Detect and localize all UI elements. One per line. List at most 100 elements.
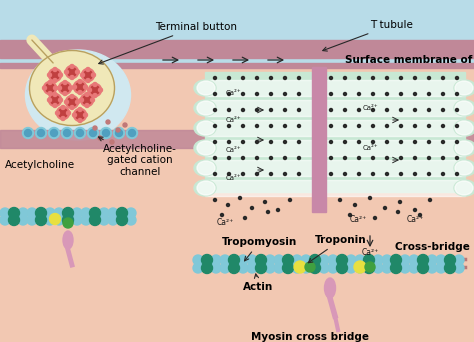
Ellipse shape [455, 81, 473, 95]
Ellipse shape [93, 82, 97, 87]
Ellipse shape [90, 215, 100, 225]
Ellipse shape [51, 130, 57, 136]
Ellipse shape [51, 70, 60, 79]
Ellipse shape [454, 80, 474, 96]
Ellipse shape [294, 261, 306, 273]
Bar [326, 140, 465, 156]
Ellipse shape [194, 180, 216, 196]
Ellipse shape [63, 231, 73, 249]
Bar [205, 80, 312, 96]
Ellipse shape [58, 108, 67, 118]
Ellipse shape [266, 210, 270, 213]
Ellipse shape [255, 108, 258, 111]
Text: Surface membrane of muscle cell: Surface membrane of muscle cell [345, 55, 474, 65]
Ellipse shape [213, 157, 217, 159]
Text: Troponin: Troponin [308, 235, 366, 263]
Ellipse shape [310, 255, 320, 265]
Ellipse shape [74, 128, 85, 139]
Ellipse shape [241, 141, 245, 144]
Ellipse shape [64, 70, 69, 74]
Ellipse shape [73, 113, 76, 117]
Ellipse shape [63, 214, 73, 225]
Ellipse shape [46, 83, 55, 92]
Ellipse shape [344, 108, 346, 111]
Ellipse shape [213, 77, 217, 79]
Ellipse shape [126, 215, 136, 225]
Ellipse shape [36, 128, 46, 139]
Ellipse shape [428, 172, 430, 175]
Ellipse shape [298, 92, 301, 95]
Ellipse shape [108, 208, 118, 218]
Ellipse shape [113, 128, 125, 139]
Ellipse shape [456, 157, 458, 159]
Ellipse shape [36, 215, 46, 225]
Ellipse shape [445, 254, 456, 265]
Ellipse shape [18, 215, 28, 225]
Ellipse shape [201, 263, 212, 274]
Ellipse shape [26, 50, 130, 140]
Ellipse shape [427, 255, 437, 265]
Ellipse shape [305, 262, 315, 272]
Ellipse shape [27, 215, 37, 225]
Ellipse shape [194, 80, 216, 96]
Ellipse shape [428, 108, 430, 111]
Ellipse shape [368, 197, 372, 199]
Ellipse shape [276, 209, 280, 211]
Ellipse shape [247, 263, 257, 273]
Ellipse shape [270, 108, 273, 111]
Ellipse shape [346, 263, 356, 273]
Ellipse shape [81, 93, 93, 106]
Ellipse shape [283, 255, 293, 265]
Ellipse shape [106, 120, 110, 124]
Ellipse shape [53, 104, 57, 107]
Ellipse shape [0, 215, 10, 225]
Ellipse shape [372, 92, 374, 95]
Ellipse shape [53, 92, 57, 96]
Ellipse shape [270, 141, 273, 144]
Ellipse shape [400, 263, 410, 273]
Ellipse shape [409, 255, 419, 265]
Ellipse shape [441, 92, 445, 95]
Ellipse shape [69, 86, 73, 90]
Ellipse shape [67, 97, 76, 106]
Ellipse shape [310, 263, 320, 273]
Ellipse shape [73, 108, 86, 121]
Ellipse shape [456, 172, 458, 175]
Ellipse shape [383, 207, 386, 210]
Ellipse shape [75, 70, 80, 74]
Ellipse shape [241, 124, 245, 128]
Ellipse shape [436, 263, 446, 273]
Ellipse shape [310, 254, 320, 265]
Ellipse shape [88, 128, 99, 139]
Ellipse shape [76, 130, 83, 136]
FancyArrowPatch shape [32, 40, 53, 63]
Ellipse shape [364, 255, 374, 265]
Ellipse shape [78, 79, 82, 83]
Ellipse shape [372, 124, 374, 128]
Ellipse shape [108, 215, 118, 225]
Ellipse shape [123, 123, 127, 127]
Ellipse shape [328, 255, 338, 265]
Ellipse shape [270, 77, 273, 79]
Ellipse shape [213, 108, 217, 111]
Ellipse shape [53, 79, 57, 82]
Ellipse shape [36, 208, 46, 218]
Ellipse shape [48, 128, 60, 139]
Ellipse shape [428, 124, 430, 128]
Ellipse shape [382, 255, 392, 265]
Ellipse shape [65, 66, 79, 79]
Ellipse shape [44, 81, 56, 94]
Ellipse shape [75, 82, 84, 92]
Ellipse shape [63, 92, 67, 95]
Ellipse shape [100, 128, 111, 139]
Ellipse shape [400, 157, 402, 159]
Ellipse shape [9, 215, 19, 225]
Text: Myosin cross bridge: Myosin cross bridge [251, 332, 369, 342]
Ellipse shape [241, 92, 245, 95]
Ellipse shape [374, 216, 376, 220]
Bar [312, 67, 326, 212]
Ellipse shape [344, 124, 346, 128]
Ellipse shape [413, 108, 417, 111]
Ellipse shape [228, 92, 230, 95]
Ellipse shape [364, 263, 374, 273]
